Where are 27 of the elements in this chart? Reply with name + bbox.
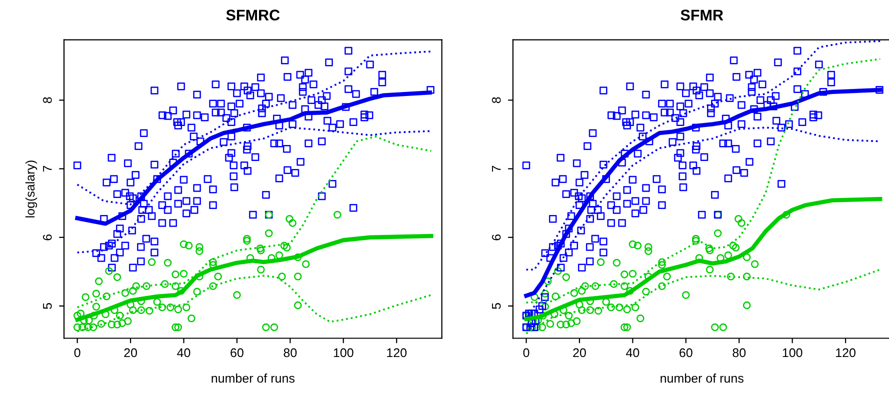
x-tick-label: 120 <box>836 348 856 358</box>
x-tick-label: 120 <box>387 348 407 358</box>
x-tick-label: 100 <box>782 348 802 358</box>
x-tick-label: 60 <box>680 348 692 358</box>
x-tick-label: 40 <box>626 348 640 358</box>
chart-title: SFMR <box>680 10 724 20</box>
y-tick-label: 5 <box>492 303 501 309</box>
y-tick-label: 6 <box>42 234 52 240</box>
chart-title: SFMRC <box>226 10 280 20</box>
x-tick-label: 20 <box>124 348 137 358</box>
x-axis-title: number of runs <box>660 374 744 383</box>
x-tick-label: 0 <box>74 348 80 358</box>
y-tick-label: 5 <box>43 303 52 309</box>
y-tick-label: 7 <box>43 166 52 172</box>
x-tick-label: 60 <box>230 348 244 358</box>
x-tick-label: 40 <box>177 348 190 358</box>
x-tick-label: 80 <box>732 348 746 358</box>
x-tick-label: 20 <box>573 348 586 358</box>
y-tick-label: 8 <box>42 97 52 104</box>
y-tick-label: 7 <box>492 166 501 172</box>
y-tick-label: 6 <box>492 234 501 240</box>
x-tick-label: 80 <box>284 348 297 358</box>
y-axis-title: log(salary) <box>25 160 38 218</box>
x-tick-label: 100 <box>334 348 354 358</box>
x-tick-label: 0 <box>523 348 530 358</box>
x-axis-title: number of runs <box>212 374 295 383</box>
y-tick-label: 8 <box>492 97 501 104</box>
